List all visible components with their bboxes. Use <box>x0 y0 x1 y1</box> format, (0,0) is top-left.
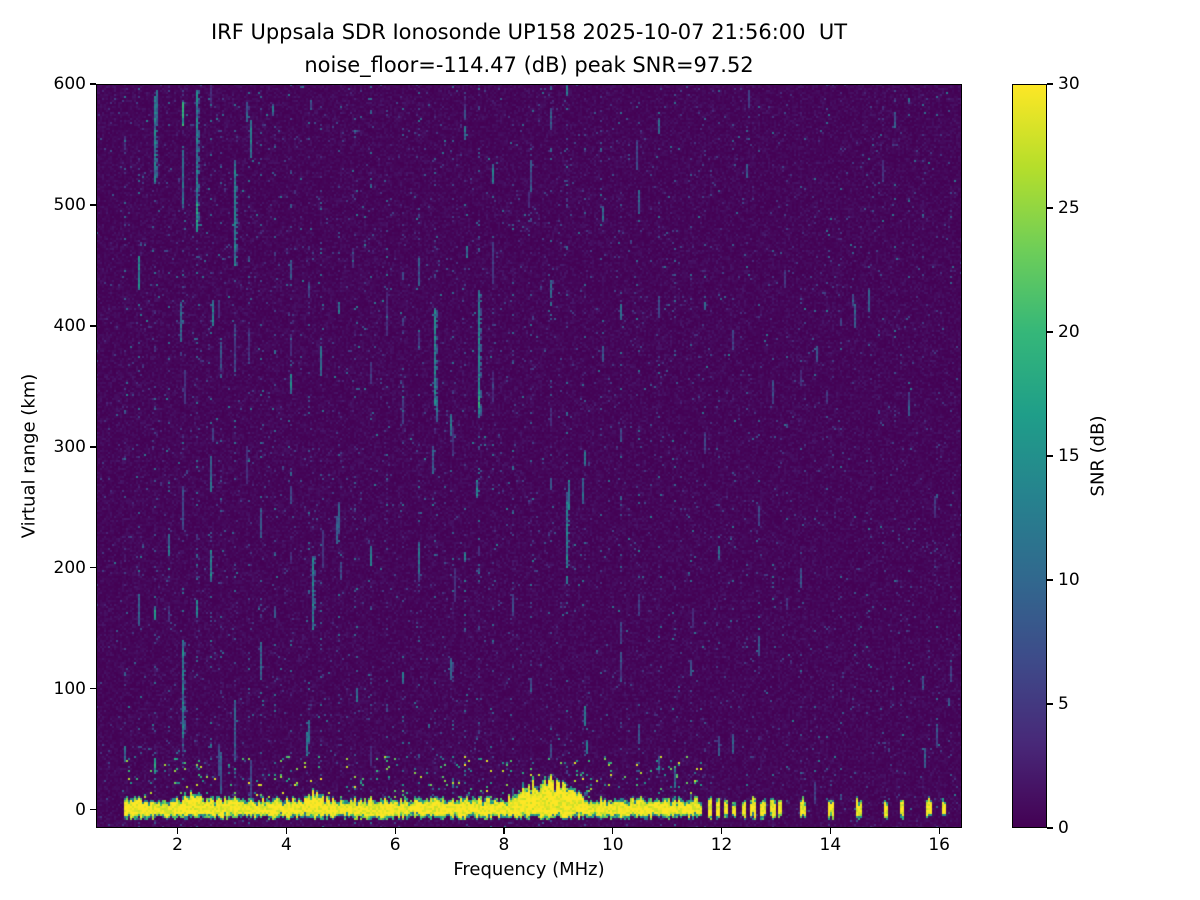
x-tick-label: 16 <box>928 835 950 855</box>
x-tick-label: 4 <box>280 835 292 855</box>
colorbar-tick-mark <box>1047 455 1053 457</box>
chart-title-line1: IRF Uppsala SDR Ionosonde UP158 2025-10-… <box>210 20 848 44</box>
x-tick-mark <box>612 828 614 834</box>
ionogram-heatmap <box>96 84 962 828</box>
x-tick-label: 10 <box>601 835 624 855</box>
colorbar-tick-label: 20 <box>1058 322 1080 342</box>
colorbar-label: SNR (dB) <box>1087 415 1109 497</box>
colorbar-tick-mark <box>1047 83 1053 85</box>
y-tick-label: 500 <box>53 194 86 215</box>
x-tick-label: 14 <box>819 835 842 855</box>
colorbar-tick-label: 15 <box>1058 446 1080 466</box>
y-tick-label: 100 <box>53 678 86 699</box>
x-tick-mark <box>503 828 505 834</box>
y-tick-label: 200 <box>53 557 86 578</box>
colorbar-tick-label: 0 <box>1058 818 1069 838</box>
x-tick-label: 2 <box>172 835 184 855</box>
x-tick-mark <box>176 828 179 834</box>
colorbar-tick-label: 10 <box>1058 570 1080 590</box>
colorbar-tick-mark <box>1047 207 1053 209</box>
y-tick-label: 0 <box>75 799 86 820</box>
colorbar-tick-mark <box>1047 579 1053 581</box>
x-tick-mark <box>720 828 723 834</box>
y-axis-label: Virtual range (km) <box>18 373 40 539</box>
colorbar-gradient <box>1012 84 1047 828</box>
y-tick-label: 400 <box>53 315 86 336</box>
colorbar-tick-mark <box>1047 827 1053 829</box>
x-tick-mark <box>394 828 396 834</box>
colorbar-tick-mark <box>1047 331 1053 333</box>
x-tick-label: 12 <box>710 835 733 855</box>
x-axis-label: Frequency (MHz) <box>453 859 605 880</box>
colorbar-tick-mark <box>1047 703 1053 705</box>
x-tick-mark <box>829 828 831 834</box>
x-tick-mark <box>285 828 287 834</box>
colorbar-tick-label: 30 <box>1058 74 1080 94</box>
x-tick-mark <box>938 828 940 834</box>
colorbar-tick-label: 25 <box>1058 198 1080 218</box>
y-tick-label: 600 <box>53 74 86 94</box>
chart-title: IRF Uppsala SDR Ionosonde UP158 2025-10-… <box>96 16 962 82</box>
x-tick-label: 6 <box>389 835 401 855</box>
chart-title-line2: noise_floor=-114.47 (dB) peak SNR=97.52 <box>304 53 754 77</box>
x-tick-label: 8 <box>498 835 510 855</box>
colorbar-tick-label: 5 <box>1058 694 1069 714</box>
